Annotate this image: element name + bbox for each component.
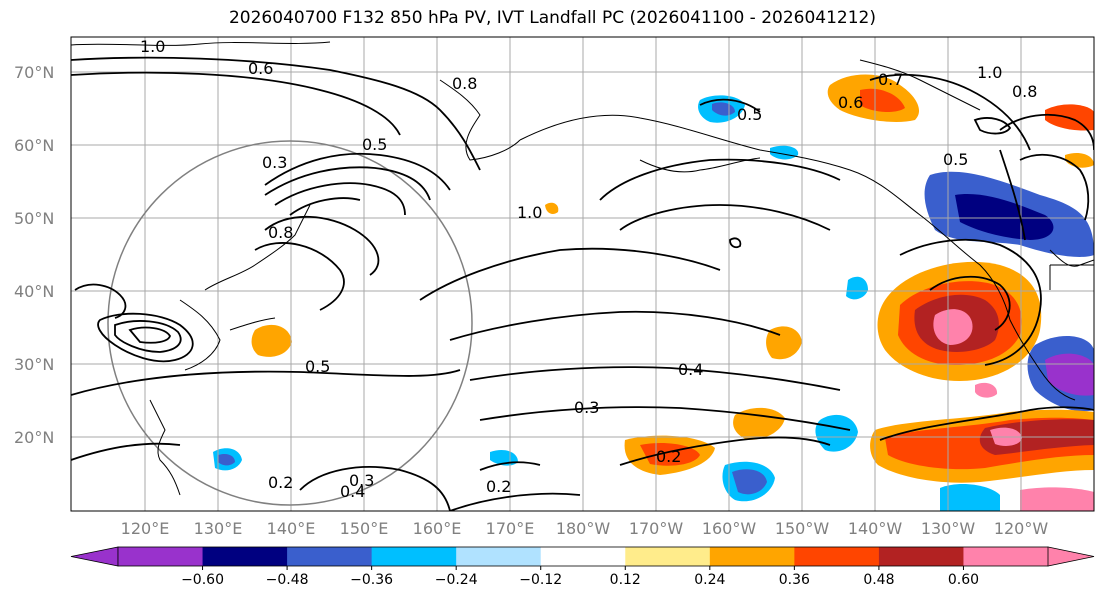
colorbar-tick-label: 0.60	[948, 572, 979, 588]
colorbar-tick-label: −0.48	[266, 572, 309, 588]
contour-label: 0.3	[262, 153, 287, 172]
lon-label: 160°W	[702, 519, 757, 538]
lon-label: 130°E	[194, 519, 243, 538]
contour-label: 0.5	[737, 105, 762, 124]
colorbar-swatch	[709, 547, 795, 566]
lat-label: 50°N	[14, 209, 54, 228]
lon-label: 170°W	[629, 519, 684, 538]
contour-label: 1.0	[977, 63, 1002, 82]
colorbar-tick-label: −0.36	[350, 572, 393, 588]
colorbar-swatch	[287, 547, 373, 566]
colorbar-swatch	[371, 547, 457, 566]
contour-label: 0.6	[838, 93, 863, 112]
landfall-region-circle	[107, 140, 473, 506]
colorbar: −0.60 −0.48 −0.36 −0.24 −0.12 0.12 0.24 0.36 0.4…	[70, 546, 1095, 588]
lon-label: 180°W	[556, 519, 611, 538]
lon-label: 160°E	[413, 519, 462, 538]
colorbar-tick-label: 0.48	[863, 572, 894, 588]
lon-label: 150°E	[340, 519, 389, 538]
shaded-regions	[213, 74, 1094, 511]
contour-label: 0.3	[574, 398, 599, 417]
contour-label: 0.6	[248, 59, 273, 78]
colorbar-extend-low	[70, 546, 119, 567]
colorbar-tick-label: 0.12	[610, 572, 641, 588]
latitude-labels: 70°N 60°N 50°N 40°N 30°N 20°N	[14, 63, 54, 447]
colorbar-swatch	[794, 547, 880, 566]
colorbar-tick-label: 0.24	[694, 572, 725, 588]
lon-label: 170°E	[486, 519, 535, 538]
lat-label: 30°N	[14, 355, 54, 374]
colorbar-swatch	[456, 547, 542, 566]
colorbar-swatch	[202, 547, 288, 566]
colorbar-tick-label: −0.24	[435, 572, 478, 588]
lat-label: 40°N	[14, 282, 54, 301]
contour-label: 0.8	[452, 74, 477, 93]
lon-label: 130°W	[921, 519, 976, 538]
contour-label: 0.4	[340, 482, 365, 501]
lat-label: 20°N	[14, 428, 54, 447]
contour-label: 1.0	[517, 203, 542, 222]
contour-label: 0.2	[268, 473, 293, 492]
contour-label: 0.3	[349, 471, 374, 490]
longitude-labels: 120°E 130°E 140°E 150°E 160°E 170°E 180°…	[121, 519, 1049, 538]
contour-label: 0.8	[1012, 82, 1037, 101]
colorbar-swatch	[118, 547, 204, 566]
colorbar-swatch	[625, 547, 711, 566]
contour-label: 1.0	[140, 37, 165, 56]
colorbar-frame	[117, 546, 1049, 567]
colorbar-swatch	[878, 547, 964, 566]
contour-label: 0.5	[943, 150, 968, 169]
pv-contours	[71, 56, 1094, 511]
lon-label: 140°E	[267, 519, 316, 538]
colorbar-swatch	[540, 547, 626, 566]
lon-label: 120°W	[994, 519, 1049, 538]
lat-label: 70°N	[14, 63, 54, 82]
contour-label: 0.2	[656, 447, 681, 466]
coastlines	[71, 41, 1094, 496]
contour-label: 0.5	[362, 135, 387, 154]
contour-label: 0.8	[268, 223, 293, 242]
map-frame	[70, 36, 1095, 512]
lon-label: 150°W	[775, 519, 830, 538]
colorbar-tick-label: −0.12	[519, 572, 562, 588]
map-title: 2026040700 F132 850 hPa PV, IVT Landfall…	[228, 8, 876, 28]
colorbar-tick-label: −0.60	[181, 572, 224, 588]
lon-label: 140°W	[848, 519, 903, 538]
contour-label: 0.7	[878, 70, 903, 89]
colorbar-extend-high	[1047, 546, 1095, 567]
colorbar-tick-label: 0.36	[779, 572, 810, 588]
contour-label: 0.4	[678, 360, 703, 379]
contour-labels: 0.4 0.3 0.2 0.5 0.6 0.8 1.0 0.2 0.3 0.4 …	[140, 37, 1037, 501]
contour-label: 0.2	[486, 477, 511, 496]
contour-label: 0.5	[305, 357, 330, 376]
lat-label: 60°N	[14, 136, 54, 155]
colorbar-swatch	[963, 547, 1049, 566]
lon-label: 120°E	[121, 519, 170, 538]
